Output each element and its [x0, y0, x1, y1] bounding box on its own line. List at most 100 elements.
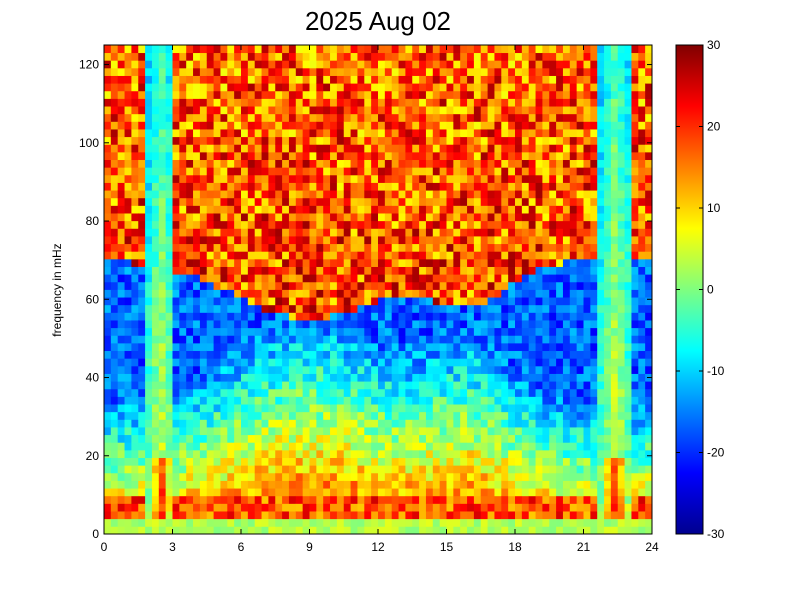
heatmap-cell [460, 381, 468, 390]
heatmap-cell [138, 243, 146, 252]
heatmap-cell [145, 495, 153, 504]
heatmap-cell [610, 113, 619, 122]
heatmap-cell [104, 358, 112, 367]
heatmap-cell [151, 320, 160, 329]
heatmap-cell [199, 350, 208, 359]
heatmap-cell [309, 106, 317, 115]
heatmap-cell [145, 129, 153, 138]
heatmap-cell [104, 121, 112, 130]
heatmap-cell [473, 365, 482, 374]
heatmap-cell [494, 83, 502, 92]
heatmap-cell [247, 396, 256, 405]
heatmap-cell [542, 251, 550, 260]
heatmap-cell [343, 442, 351, 451]
heatmap-cell [556, 113, 564, 122]
heatmap-cell [467, 106, 475, 115]
heatmap-cell [398, 121, 406, 130]
heatmap-cell [158, 480, 167, 489]
heatmap-cell [508, 472, 516, 481]
heatmap-cell [172, 465, 180, 474]
heatmap-cell [425, 419, 434, 428]
heatmap-cell [610, 75, 619, 84]
heatmap-cell [179, 136, 187, 145]
heatmap-cell [343, 312, 351, 321]
heatmap-cell [391, 365, 399, 374]
heatmap-cell [151, 174, 160, 183]
heatmap-cell [542, 174, 550, 183]
heatmap-cell [569, 373, 578, 382]
heatmap-cell [556, 465, 564, 474]
heatmap-cell [199, 480, 208, 489]
heatmap-cell [138, 45, 146, 54]
heatmap-cell [158, 396, 167, 405]
heatmap-cell [309, 67, 317, 76]
heatmap-cell [131, 106, 139, 115]
heatmap-cell [336, 518, 345, 527]
heatmap-cell [275, 404, 283, 413]
heatmap-cell [549, 373, 557, 382]
heatmap-cell [330, 113, 338, 122]
heatmap-cell [275, 274, 283, 283]
heatmap-cell [309, 350, 317, 359]
heatmap-cell [631, 465, 639, 474]
heatmap-cell [165, 106, 173, 115]
heatmap-cell [343, 396, 351, 405]
heatmap-cell [302, 52, 310, 61]
heatmap-cell [227, 190, 235, 199]
heatmap-cell [206, 190, 214, 199]
heatmap-cell [357, 236, 365, 245]
heatmap-cell [131, 113, 139, 122]
heatmap-cell [145, 251, 153, 260]
heatmap-cell [104, 442, 112, 451]
heatmap-cell [494, 411, 502, 420]
heatmap-cell [179, 411, 187, 420]
heatmap-cell [597, 67, 605, 76]
heatmap-cell [158, 90, 167, 99]
heatmap-cell [583, 144, 591, 153]
heatmap-cell [604, 60, 612, 69]
heatmap-cell [323, 503, 331, 512]
heatmap-cell [151, 243, 160, 252]
heatmap-cell [124, 449, 132, 458]
heatmap-cell [425, 220, 434, 229]
heatmap-cell [241, 503, 249, 512]
heatmap-cell [467, 488, 475, 497]
heatmap-cell [261, 373, 269, 382]
heatmap-cell [467, 129, 475, 138]
heatmap-cell [631, 365, 639, 374]
heatmap-cell [145, 320, 153, 329]
heatmap-cell [330, 404, 338, 413]
heatmap-cell [501, 251, 509, 260]
heatmap-cell [261, 526, 269, 535]
heatmap-cell [350, 45, 358, 54]
heatmap-cell [206, 342, 214, 352]
heatmap-cell [131, 320, 139, 329]
heatmap-cell [186, 67, 194, 76]
heatmap-cell [439, 449, 447, 458]
heatmap-cell [576, 495, 584, 504]
heatmap-cell [247, 243, 256, 252]
heatmap-cell [521, 327, 530, 336]
heatmap-cell [419, 419, 427, 428]
heatmap-cell [378, 83, 386, 92]
heatmap-cell [473, 197, 482, 206]
heatmap-cell [412, 266, 420, 275]
heatmap-cell [432, 503, 441, 512]
heatmap-cell [199, 511, 208, 520]
heatmap-cell [583, 174, 591, 183]
heatmap-cell [316, 197, 324, 206]
heatmap-cell [288, 503, 297, 512]
heatmap-cell [446, 144, 454, 153]
heatmap-cell [508, 289, 516, 298]
heatmap-cell [494, 480, 502, 489]
heatmap-cell [576, 167, 584, 176]
heatmap-cell [316, 251, 324, 260]
heatmap-cell [439, 312, 447, 321]
heatmap-cell [446, 488, 454, 497]
heatmap-cell [316, 167, 324, 176]
heatmap-cell [138, 511, 146, 520]
heatmap-cell [432, 342, 441, 352]
heatmap-cell [473, 503, 482, 512]
heatmap-cell [528, 52, 536, 61]
heatmap-cell [515, 182, 523, 191]
